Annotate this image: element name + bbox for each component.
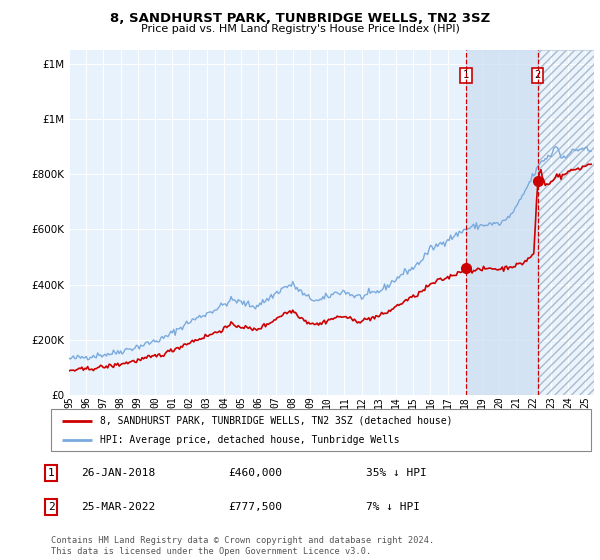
Text: £777,500: £777,500 <box>228 502 282 512</box>
Text: 7% ↓ HPI: 7% ↓ HPI <box>366 502 420 512</box>
Text: 25-MAR-2022: 25-MAR-2022 <box>81 502 155 512</box>
Text: Price paid vs. HM Land Registry's House Price Index (HPI): Price paid vs. HM Land Registry's House … <box>140 24 460 34</box>
Text: HPI: Average price, detached house, Tunbridge Wells: HPI: Average price, detached house, Tunb… <box>100 435 399 445</box>
Text: Contains HM Land Registry data © Crown copyright and database right 2024.
This d: Contains HM Land Registry data © Crown c… <box>51 536 434 556</box>
Text: 2: 2 <box>47 502 55 512</box>
Text: 35% ↓ HPI: 35% ↓ HPI <box>366 468 427 478</box>
Bar <box>538 50 594 395</box>
Bar <box>466 50 538 395</box>
FancyBboxPatch shape <box>51 409 591 451</box>
Bar <box>538 50 594 395</box>
Text: 2: 2 <box>535 70 541 80</box>
Text: 26-JAN-2018: 26-JAN-2018 <box>81 468 155 478</box>
Text: £460,000: £460,000 <box>228 468 282 478</box>
Text: 8, SANDHURST PARK, TUNBRIDGE WELLS, TN2 3SZ: 8, SANDHURST PARK, TUNBRIDGE WELLS, TN2 … <box>110 12 490 25</box>
Text: 1: 1 <box>463 70 469 80</box>
Text: 1: 1 <box>47 468 55 478</box>
Text: 8, SANDHURST PARK, TUNBRIDGE WELLS, TN2 3SZ (detached house): 8, SANDHURST PARK, TUNBRIDGE WELLS, TN2 … <box>100 416 452 426</box>
